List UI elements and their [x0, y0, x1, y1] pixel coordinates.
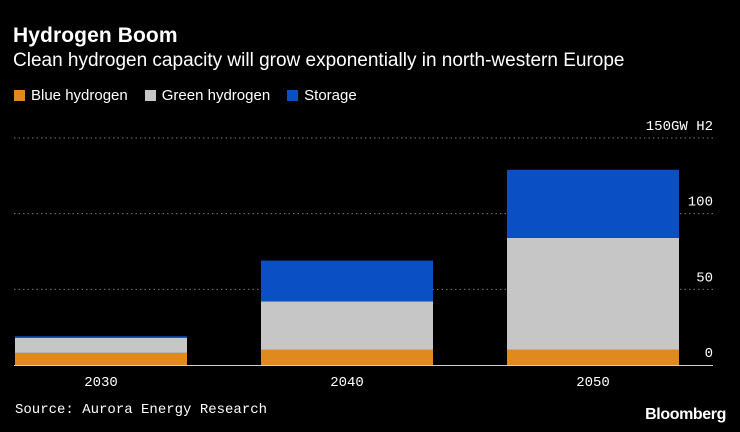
- chart-title: Hydrogen Boom: [13, 24, 178, 47]
- x-tick-label-2040: 2040: [330, 375, 364, 391]
- y-tick-label-50: 50: [696, 270, 713, 286]
- legend-label-green-hydrogen: Green hydrogen: [161, 87, 271, 104]
- legend-item-blue-hydrogen: Blue hydrogen: [14, 87, 128, 104]
- bar-segment-storage-2050: [507, 169, 679, 238]
- legend-item-green-hydrogen: Green hydrogen: [144, 87, 271, 104]
- bar-segment-blue-hydrogen-2050: [507, 349, 679, 365]
- source-note: Source: Aurora Energy Research: [15, 402, 268, 418]
- bloomberg-logo: Bloomberg: [645, 406, 726, 423]
- bar-segment-storage-2040: [261, 260, 433, 302]
- x-tick-label-2030: 2030: [84, 375, 118, 391]
- legend-label-blue-hydrogen: Blue hydrogen: [31, 87, 128, 104]
- chart-subtitle: Clean hydrogen capacity will grow expone…: [13, 50, 625, 71]
- bar-segment-blue-hydrogen-2040: [261, 349, 433, 365]
- legend-swatch-blue-hydrogen: [14, 90, 25, 101]
- bar-segment-storage-2030: [15, 336, 187, 338]
- bar-segment-green-hydrogen-2050: [507, 237, 679, 350]
- legend-swatch-green-hydrogen: [144, 90, 156, 101]
- legend-swatch-storage: [287, 90, 299, 101]
- legend-label-storage: Storage: [304, 87, 357, 104]
- bar-segment-blue-hydrogen-2030: [15, 352, 187, 365]
- bar-segment-green-hydrogen-2030: [15, 337, 187, 353]
- y-tick-label-0: 0: [705, 346, 713, 362]
- y-tick-label-100: 100: [688, 195, 713, 211]
- y-tick-label-150: 150GW H2: [646, 119, 713, 135]
- legend-item-storage: Storage: [287, 87, 357, 104]
- legend: Blue hydrogen Green hydrogen Storage: [14, 87, 374, 104]
- x-tick-label-2050: 2050: [576, 375, 610, 391]
- bar-segment-green-hydrogen-2040: [261, 301, 433, 350]
